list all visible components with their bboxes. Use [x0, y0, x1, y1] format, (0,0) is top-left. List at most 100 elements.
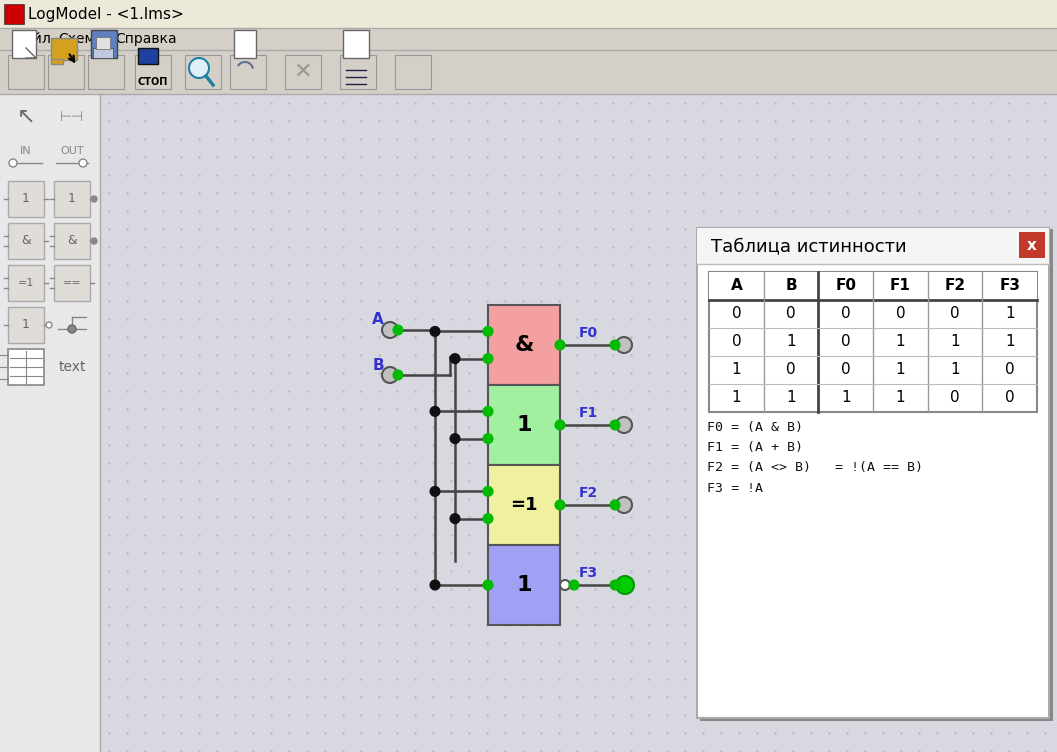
Text: Справка: Справка — [115, 32, 177, 46]
Circle shape — [570, 581, 578, 590]
Text: F3: F3 — [578, 566, 597, 580]
Circle shape — [556, 341, 564, 350]
Text: x: x — [1027, 238, 1037, 253]
Bar — [93, 48, 113, 58]
Bar — [8, 265, 44, 301]
Text: 0: 0 — [950, 307, 960, 322]
Bar — [12, 30, 36, 58]
Circle shape — [611, 420, 619, 429]
Bar — [185, 55, 221, 89]
Text: 1: 1 — [1005, 307, 1015, 322]
Bar — [138, 48, 157, 64]
Text: ⊢⊣: ⊢⊣ — [60, 110, 85, 124]
Circle shape — [483, 514, 493, 523]
Text: A: A — [730, 278, 742, 293]
Text: F1: F1 — [578, 406, 597, 420]
Circle shape — [393, 371, 403, 380]
Circle shape — [560, 580, 570, 590]
Text: 1: 1 — [516, 575, 532, 595]
Text: =1: =1 — [18, 278, 34, 288]
Text: 1: 1 — [68, 193, 76, 205]
Text: F1 = (A + B): F1 = (A + B) — [707, 441, 803, 454]
Text: ✕: ✕ — [294, 62, 312, 82]
Circle shape — [483, 354, 493, 363]
Text: text: text — [58, 360, 86, 374]
Text: &: & — [21, 235, 31, 247]
Text: 1: 1 — [516, 415, 532, 435]
Text: 1: 1 — [950, 335, 960, 350]
Text: 0: 0 — [1005, 390, 1015, 405]
Text: 1: 1 — [895, 390, 905, 405]
Bar — [0, 50, 1057, 94]
Text: LogModel - <1.lms>: LogModel - <1.lms> — [27, 7, 184, 22]
Circle shape — [382, 322, 398, 338]
Bar — [8, 349, 44, 385]
Bar — [0, 28, 1057, 50]
Bar — [96, 37, 110, 49]
Bar — [697, 228, 1049, 718]
Bar — [709, 272, 1037, 300]
Text: 1: 1 — [895, 335, 905, 350]
Circle shape — [382, 367, 398, 383]
Circle shape — [430, 327, 440, 336]
Circle shape — [91, 238, 97, 244]
Circle shape — [430, 407, 440, 416]
Bar — [4, 4, 24, 24]
Text: 1: 1 — [731, 362, 741, 378]
Text: OUT: OUT — [60, 146, 84, 156]
Bar — [88, 55, 124, 89]
Circle shape — [68, 325, 76, 333]
Circle shape — [450, 514, 460, 523]
Text: 0: 0 — [731, 307, 741, 322]
Text: Файл: Файл — [12, 32, 51, 46]
Circle shape — [393, 326, 403, 335]
Text: &: & — [68, 235, 77, 247]
Circle shape — [556, 420, 564, 429]
Bar — [51, 38, 77, 60]
Bar — [488, 305, 560, 385]
Circle shape — [616, 417, 632, 433]
Bar — [488, 545, 560, 625]
Circle shape — [189, 58, 209, 78]
Circle shape — [91, 196, 97, 202]
Text: 1: 1 — [22, 193, 30, 205]
Bar — [8, 223, 44, 259]
Text: F0: F0 — [578, 326, 597, 340]
Text: F0 = (A & B): F0 = (A & B) — [707, 422, 803, 435]
Text: 0: 0 — [731, 335, 741, 350]
Circle shape — [611, 341, 619, 350]
Text: A: A — [372, 313, 384, 328]
Circle shape — [616, 497, 632, 513]
Text: ↖: ↖ — [17, 107, 35, 127]
Bar — [488, 385, 560, 465]
Circle shape — [430, 487, 440, 496]
Bar — [0, 94, 100, 752]
Bar — [51, 59, 63, 64]
Bar — [135, 55, 171, 89]
Bar — [54, 181, 90, 217]
Bar — [8, 181, 44, 217]
Text: F3 = !A: F3 = !A — [707, 481, 763, 495]
Text: 1: 1 — [841, 390, 851, 405]
Text: 0: 0 — [786, 362, 796, 378]
Text: IN: IN — [20, 146, 32, 156]
Bar — [697, 228, 1049, 264]
Text: &: & — [515, 335, 534, 355]
Bar — [709, 272, 1037, 412]
Circle shape — [430, 581, 440, 590]
Text: 0: 0 — [841, 362, 851, 378]
Text: Схема: Схема — [58, 32, 104, 46]
Circle shape — [450, 354, 460, 363]
Circle shape — [483, 487, 493, 496]
Text: 1: 1 — [950, 362, 960, 378]
Bar — [6, 8, 14, 16]
Circle shape — [450, 434, 460, 443]
Bar — [395, 55, 431, 89]
Text: F2 = (A <> B)   = !(A == B): F2 = (A <> B) = !(A == B) — [707, 462, 923, 475]
Text: F0: F0 — [835, 278, 856, 293]
Text: B: B — [785, 278, 797, 293]
Bar — [100, 94, 1057, 752]
Bar — [700, 229, 1053, 721]
Text: 1: 1 — [786, 335, 796, 350]
Bar — [488, 465, 560, 545]
